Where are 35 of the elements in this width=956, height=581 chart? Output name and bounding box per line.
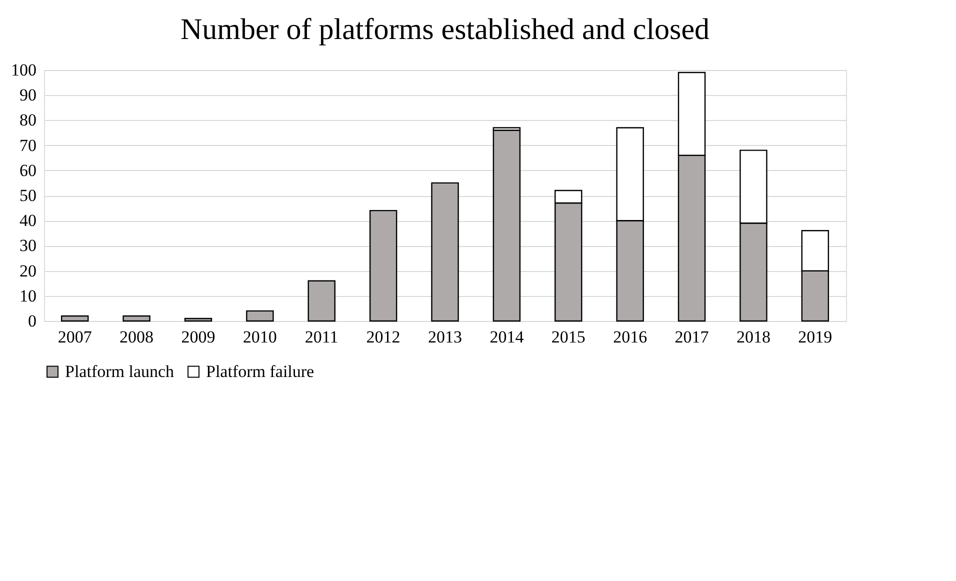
y-tick-label: 50 — [20, 186, 36, 205]
bar — [492, 130, 521, 322]
y-tick-label: 10 — [20, 286, 36, 306]
x-tick-label: 2017 — [674, 328, 710, 346]
y-tick-label: 30 — [20, 236, 36, 256]
x-tick-label: 2009 — [181, 328, 216, 346]
x-tick-label: 2016 — [613, 328, 648, 346]
x-tick-label: 2013 — [428, 328, 462, 346]
bar — [122, 315, 150, 322]
legend-label: Platform launch — [65, 362, 175, 381]
x-tick-label: 2018 — [736, 328, 770, 346]
bar — [431, 182, 459, 322]
y-tick-label: 20 — [20, 261, 36, 280]
y-tick-label: 60 — [20, 160, 36, 180]
y-tick-label: 100 — [11, 60, 36, 80]
x-tick-label: 2012 — [366, 328, 400, 346]
y-tick-label: 0 — [28, 312, 36, 330]
y-tick-label: 80 — [20, 110, 36, 130]
x-tick-label: 2008 — [120, 328, 154, 346]
bar — [308, 280, 336, 322]
x-tick-label: 2010 — [242, 328, 277, 346]
x-tick-label: 2011 — [304, 328, 338, 346]
y-tick-label: 70 — [20, 136, 36, 155]
y-tick-label: 90 — [20, 86, 36, 105]
x-tick-label: 2019 — [798, 328, 832, 346]
legend-label: Platform failure — [206, 362, 314, 381]
x-tick-label: 2007 — [58, 328, 92, 346]
bar — [184, 318, 212, 322]
bar — [369, 210, 398, 322]
chart-title: Number of platforms established and closed — [180, 13, 710, 46]
bar — [246, 310, 274, 322]
y-tick-label: 40 — [20, 211, 36, 230]
x-tick-label: 2014 — [490, 328, 524, 346]
x-tick-label: 2015 — [551, 328, 586, 346]
bar — [60, 315, 89, 322]
